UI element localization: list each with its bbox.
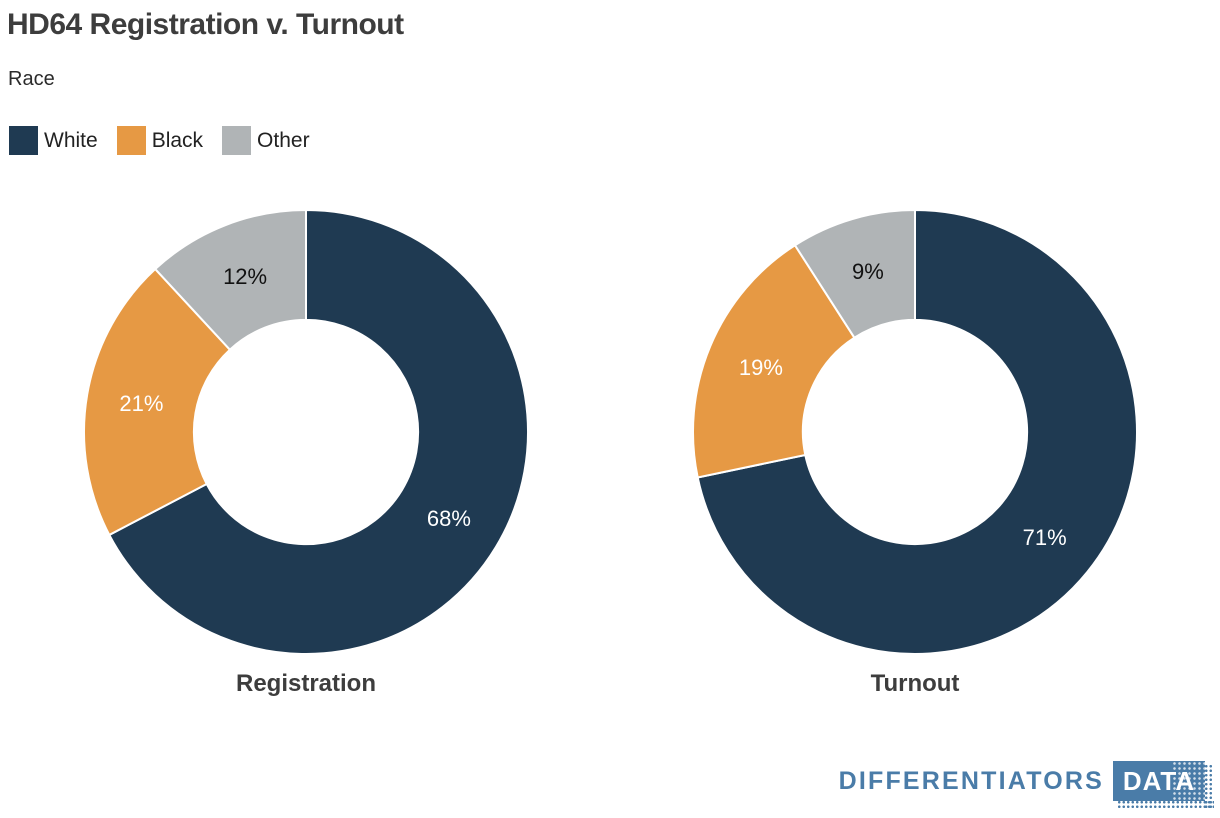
registration-caption: Registration xyxy=(235,670,376,697)
turnout-slice-black xyxy=(692,243,856,479)
registration-donut-chart: 68% 21% 12% xyxy=(81,207,531,657)
legend-item-other: Other xyxy=(222,126,310,155)
footer-brand: DIFFERENTIATORS DATA xyxy=(838,761,1214,809)
legend-item-label: Other xyxy=(257,128,310,152)
registration-slice-white xyxy=(107,208,529,655)
legend-item-black: Black xyxy=(116,126,204,155)
brand-data-badge: DATA xyxy=(1113,761,1214,809)
registration-value-label-white: 68% xyxy=(427,506,471,531)
legend-item-label: Black xyxy=(151,128,204,152)
legend-swatch-black xyxy=(116,126,146,155)
registration-value-label-other: 12% xyxy=(223,264,267,289)
registration-value-label-black: 21% xyxy=(119,391,163,416)
chart-title: HD64 Registration v. Turnout xyxy=(7,8,404,41)
brand-badge-label: DATA xyxy=(1122,765,1196,796)
turnout-slice-white xyxy=(696,208,1138,655)
turnout-donut-svg: 71% 19% 9% xyxy=(692,208,1138,655)
chart-subtitle: Race xyxy=(8,68,55,90)
turnout-caption: Turnout xyxy=(870,670,960,697)
turnout-donut-chart: 71% 19% 9% xyxy=(690,207,1140,657)
legend: White Black Other xyxy=(9,126,310,155)
halftone-dots-icon xyxy=(1117,800,1214,809)
legend-item-label: White xyxy=(44,128,98,152)
legend-swatch-other xyxy=(222,126,252,155)
halftone-dots-icon xyxy=(1204,764,1214,809)
registration-donut-svg: 68% 21% 12% xyxy=(83,208,529,655)
turnout-value-label-other: 9% xyxy=(852,259,884,284)
brand-wordmark: DIFFERENTIATORS xyxy=(838,766,1104,795)
turnout-value-label-black: 19% xyxy=(739,355,783,380)
registration-slice-other xyxy=(153,208,307,352)
registration-slice-black xyxy=(83,267,232,537)
legend-swatch-white xyxy=(9,126,38,155)
turnout-slice-other xyxy=(793,208,916,340)
legend-item-white: White xyxy=(9,126,98,155)
turnout-value-label-white: 71% xyxy=(1023,525,1067,550)
